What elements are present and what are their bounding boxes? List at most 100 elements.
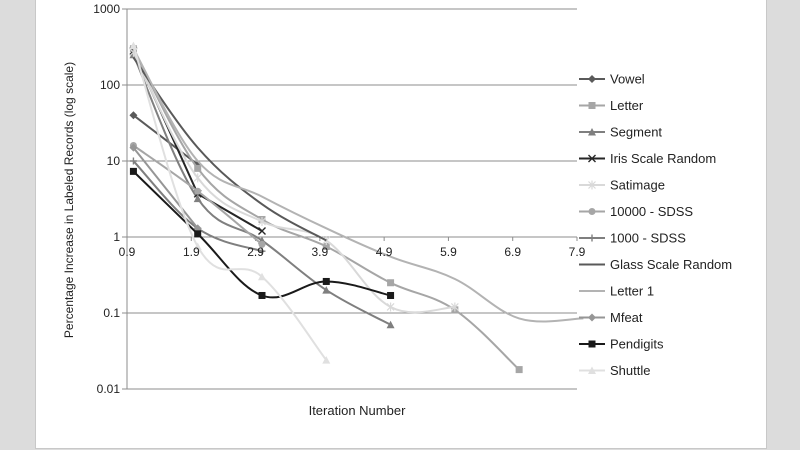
x-tick-label: 6.9 (504, 245, 521, 259)
legend-item: Letter (579, 98, 644, 113)
y-axis-label: Percentage Increase in Labeled Records (… (62, 62, 76, 338)
data-point (194, 230, 202, 238)
legend-marker (588, 366, 596, 374)
legend-item: 1000 - SDSS (579, 231, 686, 246)
series-1000-sdss (129, 157, 266, 255)
series-line (132, 56, 327, 242)
data-point (386, 302, 395, 312)
legend-item: Mfeat (579, 310, 643, 325)
series-pendigits (129, 167, 395, 299)
series-line (132, 50, 263, 232)
legend-label: Pendigits (610, 337, 664, 352)
data-point (194, 164, 202, 172)
legend-marker (588, 102, 596, 109)
legend-item: Pendigits (579, 337, 664, 352)
x-tick-label: 2.9 (247, 245, 264, 259)
data-point (193, 194, 202, 203)
legend-marker (588, 340, 596, 348)
legend-item: Satimage (579, 178, 665, 193)
legend-label: Satimage (610, 178, 665, 193)
x-axis-label: Iteration Number (309, 403, 406, 418)
legend-marker (588, 128, 596, 136)
legend-label: Shuttle (610, 363, 650, 378)
data-point (322, 242, 330, 250)
x-tick-label: 7.9 (569, 245, 586, 259)
legend-label: 10000 - SDSS (610, 204, 693, 219)
series-shuttle (129, 41, 331, 364)
x-tick-label: 1.9 (183, 245, 200, 259)
legend-label: Letter (610, 98, 644, 113)
data-point (129, 157, 137, 165)
series-letter (129, 45, 523, 374)
data-point (193, 242, 202, 250)
legend-label: Letter 1 (610, 284, 654, 299)
data-point (193, 224, 202, 233)
data-point (322, 277, 330, 285)
legend-marker (588, 75, 596, 83)
data-point (194, 187, 202, 195)
x-tick-label: 5.9 (440, 245, 457, 259)
legend-item: Vowel (579, 72, 645, 87)
legend-marker (588, 234, 596, 242)
legend-item: 10000 - SDSS (579, 204, 693, 219)
data-point (322, 356, 331, 364)
data-point (450, 302, 459, 312)
series-glass-scale-random (132, 56, 327, 242)
legend-marker (588, 313, 596, 322)
y-tick-label: 0.1 (103, 306, 120, 320)
data-point (129, 167, 137, 175)
legend-label: Vowel (610, 72, 645, 87)
legend-item: Glass Scale Random (579, 257, 732, 272)
series-line (132, 45, 328, 361)
legend-item: Letter 1 (579, 284, 654, 299)
series-mfeat (129, 143, 202, 233)
legend-marker (588, 154, 596, 163)
data-point (129, 143, 138, 152)
legend-marker (588, 208, 596, 215)
data-point (258, 247, 266, 255)
y-tick-label: 1000 (93, 2, 120, 16)
data-point (258, 272, 266, 281)
tick-labels: 1000 100 10 1 0.1 0.01 0.9 1.9 2.9 3.9 4.9 5.9 6.9 7.… (93, 2, 585, 396)
legend-label: Mfeat (610, 310, 643, 325)
y-tick-label: 0.01 (97, 382, 121, 396)
y-tick-label: 1 (113, 230, 120, 244)
data-point (322, 286, 331, 294)
data-point (258, 216, 266, 226)
series-iris-scale-random (129, 47, 266, 235)
series-satimage (129, 47, 459, 314)
series-line (132, 54, 392, 326)
series-line (132, 48, 584, 323)
legend-label: Segment (610, 125, 662, 140)
y-tick-label: 10 (107, 154, 121, 168)
series-line (132, 146, 199, 229)
data-point (258, 240, 266, 248)
data-point (129, 41, 138, 50)
x-tick-label: 4.9 (376, 245, 393, 259)
data-point (387, 291, 395, 299)
legend-marker (588, 180, 596, 190)
x-tick-label: 0.9 (119, 245, 136, 259)
series-line (132, 48, 520, 371)
line-chart: 1000 100 10 1 0.1 0.01 0.9 1.9 2.9 3.9 4.9 5.9 6.9 7.… (62, 2, 732, 418)
series-lines (129, 41, 584, 374)
data-point (386, 320, 395, 329)
data-point (258, 291, 266, 299)
y-tick-label: 100 (100, 78, 120, 92)
data-point (387, 279, 395, 287)
series-line (132, 51, 455, 314)
legend-item: Segment (579, 125, 662, 140)
series-10000-sdss (129, 141, 266, 248)
gridlines (122, 8, 578, 390)
data-point (129, 111, 138, 120)
x-tick-label: 3.9 (312, 245, 329, 259)
data-point (515, 366, 523, 374)
legend-item: Shuttle (579, 363, 650, 378)
legend-item: Iris Scale Random (579, 151, 716, 166)
legend: Vowel Letter Segment Iris Scale Random Satim… (579, 72, 732, 378)
legend-label: 1000 - SDSS (610, 231, 686, 246)
data-point (193, 173, 202, 183)
legend-label: Glass Scale Random (610, 257, 732, 272)
series-letter-1 (132, 48, 584, 323)
data-point (258, 226, 266, 235)
